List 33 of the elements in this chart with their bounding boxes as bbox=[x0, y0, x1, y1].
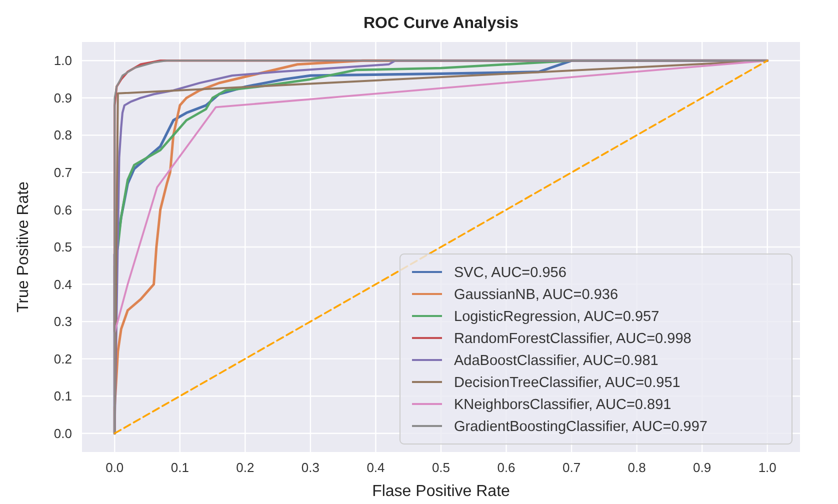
x-tick-label: 0.2 bbox=[236, 460, 254, 475]
legend-label: LogisticRegression, AUC=0.957 bbox=[454, 309, 660, 326]
legend-label: GaussianNB, AUC=0.936 bbox=[454, 287, 618, 304]
y-tick-label: 0.8 bbox=[54, 128, 72, 143]
x-tick-label: 0.4 bbox=[366, 460, 385, 475]
x-tick-label: 0.6 bbox=[497, 460, 516, 475]
y-tick-label: 0.3 bbox=[54, 314, 72, 330]
legend-label: GradientBoostingClassifier, AUC=0.997 bbox=[454, 419, 708, 436]
legend-label: AdaBoostClassifier, AUC=0.981 bbox=[454, 353, 658, 370]
x-tick-label: 0.5 bbox=[432, 460, 450, 475]
chart-title: ROC Curve Analysis bbox=[363, 15, 519, 32]
y-tick-label: 0.0 bbox=[54, 426, 72, 441]
y-tick-label: 0.4 bbox=[54, 276, 72, 292]
x-axis-title: Flase Positive Rate bbox=[372, 483, 510, 500]
legend-label: SVC, AUC=0.956 bbox=[454, 265, 566, 282]
x-tick-label: 1.0 bbox=[758, 460, 776, 475]
y-axis-title: True Positive Rate bbox=[15, 181, 32, 313]
x-tick-label: 0.9 bbox=[693, 460, 712, 475]
x-tick-label: 0.7 bbox=[562, 460, 581, 475]
legend-label: RandomForestClassifier, AUC=0.998 bbox=[454, 331, 692, 348]
y-tick-label: 0.1 bbox=[54, 388, 72, 404]
y-tick-label: 0.2 bbox=[54, 351, 72, 366]
y-tick-label: 0.6 bbox=[54, 202, 72, 218]
x-tick-label: 0.8 bbox=[628, 460, 646, 475]
legend-label: KNeighborsClassifier, AUC=0.891 bbox=[454, 397, 672, 414]
y-tick-label: 0.9 bbox=[54, 90, 72, 106]
y-tick-label: 0.7 bbox=[54, 165, 72, 180]
y-tick-label: 0.5 bbox=[54, 240, 72, 255]
x-tick-label: 0.0 bbox=[106, 460, 124, 475]
x-tick-label: 0.3 bbox=[301, 460, 320, 475]
y-tick-label: 1.0 bbox=[54, 53, 72, 68]
x-tick-label: 0.1 bbox=[170, 460, 189, 475]
legend-label: DecisionTreeClassifier, AUC=0.951 bbox=[454, 375, 680, 392]
